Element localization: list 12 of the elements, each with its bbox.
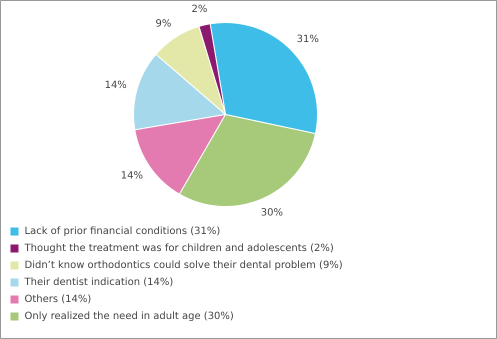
legend-label: Didn’t know orthodontics could solve their dental problem (9%) xyxy=(24,260,343,271)
legend-label: Only realized the need in adult age (30%) xyxy=(24,311,234,322)
data-label: 14% xyxy=(104,80,127,91)
legend-label: Others (14%) xyxy=(24,294,92,305)
data-label: 9% xyxy=(155,18,172,30)
data-label: 14% xyxy=(120,170,144,182)
legend-label: Thought the treatment was for children and adolescents (2%) xyxy=(24,243,334,254)
data-label: 30% xyxy=(260,208,283,219)
data-label: 31% xyxy=(296,34,319,46)
data-label: 2% xyxy=(192,4,208,15)
legend-label: Lack of prior financial conditions (31%) xyxy=(24,226,220,237)
legend-label: Their dentist indication (14%) xyxy=(24,277,174,288)
